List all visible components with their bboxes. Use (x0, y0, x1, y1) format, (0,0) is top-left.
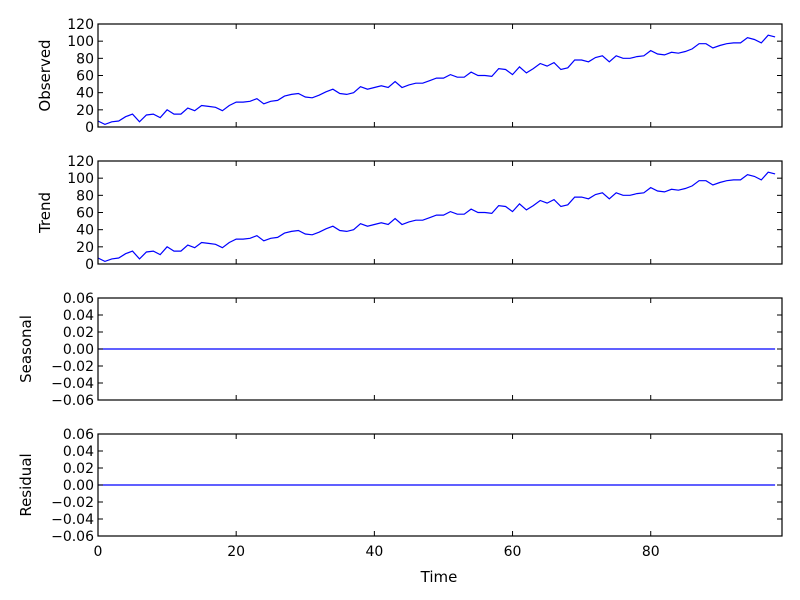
x-tick-label: 40 (365, 544, 383, 560)
y-tick-label: 20 (76, 103, 94, 119)
y-tick-label: 0.00 (63, 342, 94, 358)
series-line (97, 171, 776, 263)
y-tick-label: −0.04 (51, 376, 94, 392)
x-tick-label: 20 (227, 544, 245, 560)
subplot-panels: 020406080100120Observed020406080100120Tr… (17, 17, 783, 560)
y-tick-label: 0.02 (63, 325, 94, 341)
x-tick-label: 0 (94, 544, 103, 560)
y-tick-label: 0 (85, 257, 94, 273)
y-axis-label: Trend (36, 192, 54, 234)
y-tick-label: 20 (76, 240, 94, 256)
y-tick-label: 80 (76, 188, 94, 204)
y-tick-label: −0.06 (51, 529, 94, 545)
y-tick-label: 100 (67, 171, 94, 187)
axes-frame (97, 160, 783, 265)
panel-seasonal: 0.060.040.020.00−0.02−0.04−0.06 Seasonal (17, 291, 783, 409)
y-tick-label: −0.02 (51, 495, 94, 511)
y-tick-label: −0.06 (51, 393, 94, 409)
y-tick-label: 0.06 (63, 427, 94, 443)
y-tick-label: 100 (67, 34, 94, 50)
y-tick-label: 0.06 (63, 291, 94, 307)
y-tick-label: 0 (85, 120, 94, 136)
panel-residual: 0.060.040.020.00−0.02−0.04−0.060 20 40 60 80… (17, 427, 783, 560)
y-tick-label: −0.04 (51, 512, 94, 528)
x-axis-label: Time (420, 568, 458, 586)
y-tick-label: 0.02 (63, 461, 94, 477)
y-tick-label: 80 (76, 51, 94, 67)
axes-frame (97, 23, 783, 128)
x-tick-label: 60 (504, 544, 522, 560)
y-axis-label: Seasonal (17, 315, 35, 383)
y-tick-label: 0.00 (63, 478, 94, 494)
y-tick-label: 60 (76, 206, 94, 222)
y-tick-label: 40 (76, 223, 94, 239)
y-axis-label: Observed (36, 39, 54, 111)
y-tick-label: 40 (76, 86, 94, 102)
y-tick-label: 0.04 (63, 444, 94, 460)
y-axis-label: Residual (17, 453, 35, 516)
x-tick-label: 80 (642, 544, 660, 560)
y-tick-label: 120 (67, 154, 94, 170)
y-tick-label: 0.04 (63, 308, 94, 324)
y-tick-label: 120 (67, 17, 94, 33)
series-line (97, 34, 776, 126)
y-tick-label: −0.02 (51, 359, 94, 375)
y-tick-label: 60 (76, 69, 94, 85)
